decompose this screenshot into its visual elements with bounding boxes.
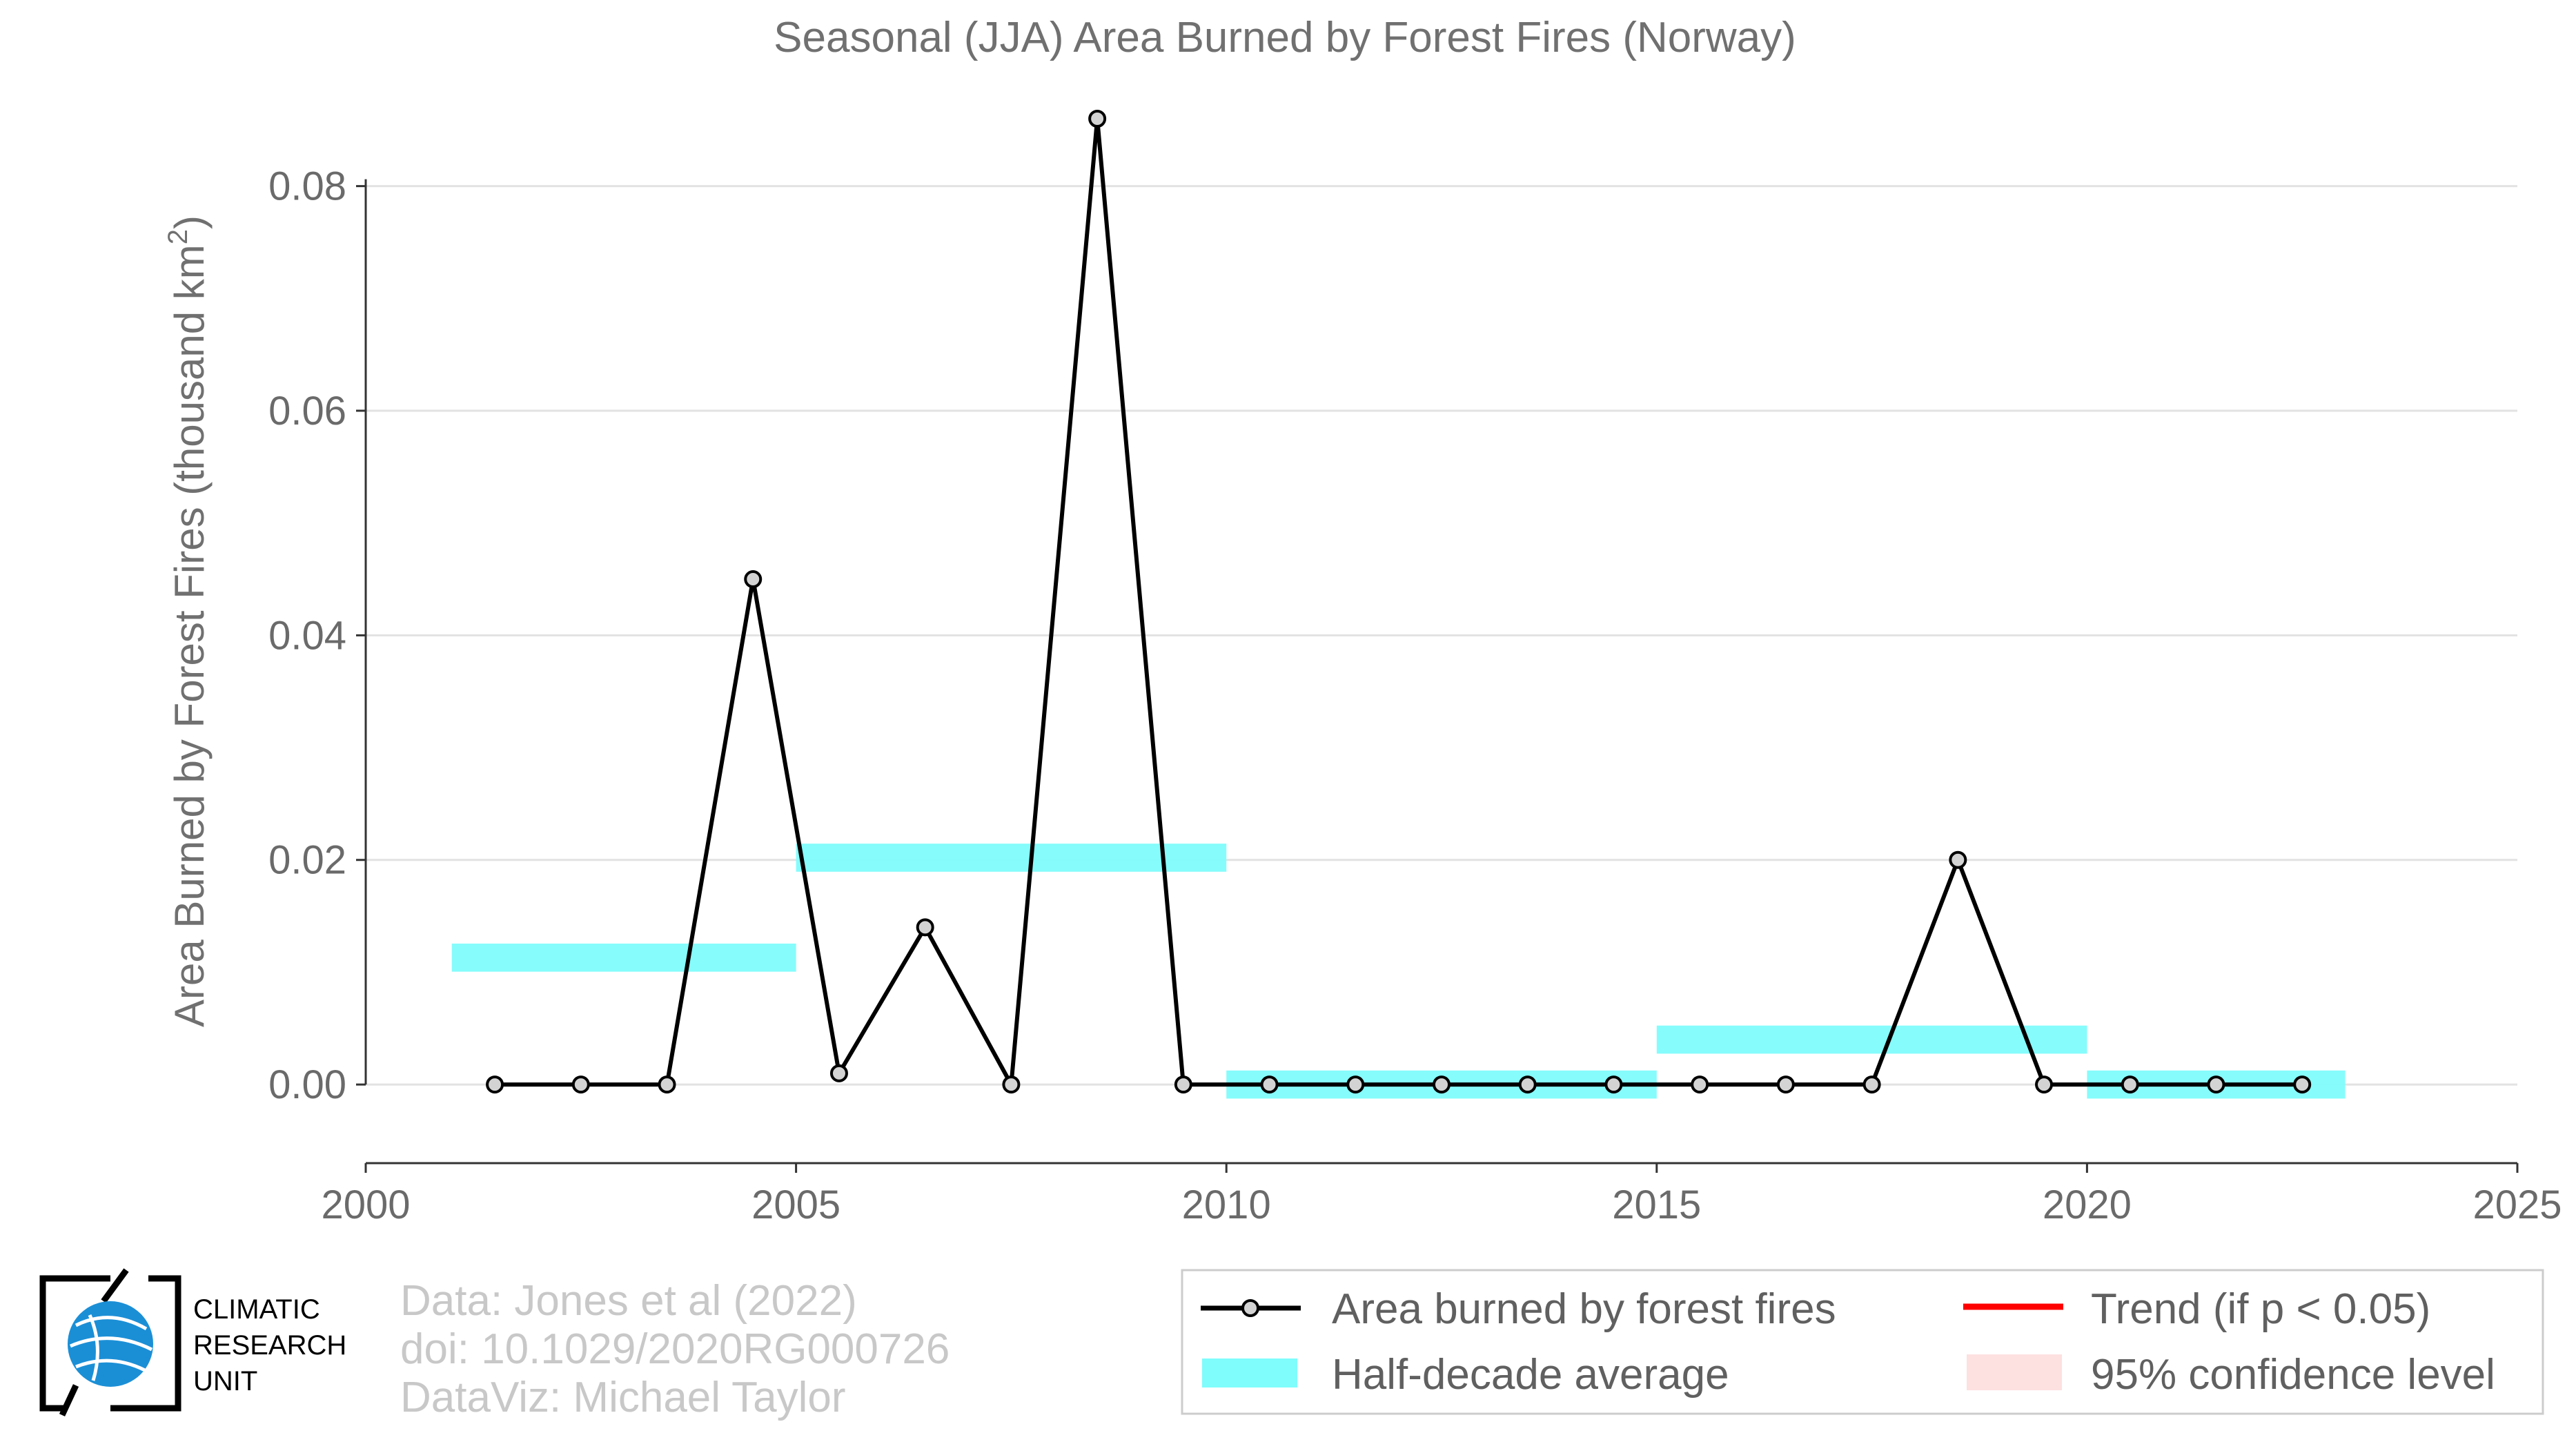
logo-text-research: RESEARCH (193, 1330, 346, 1361)
data-point (571, 1075, 590, 1094)
data-point (829, 1064, 848, 1082)
data-point (1691, 1075, 1709, 1094)
legend-label-trend: Trend (if p < 0.05) (2091, 1285, 2430, 1333)
x-tick-label: 2015 (1612, 1182, 1701, 1227)
data-point (1862, 1075, 1881, 1094)
y-tick-label: 0.06 (268, 389, 346, 434)
x-axis: 2000 2005 2010 2015 2020 2025 (321, 1162, 2562, 1227)
y-axis-label-main: Area Burned by Forest Fires (thousand km (166, 244, 213, 1027)
credit-data-source: Data: Jones et al (2022) (400, 1277, 857, 1325)
half-decade-average-bar (451, 943, 796, 972)
y-tick-label: 0.02 (268, 838, 346, 883)
x-tick-label: 2010 (1182, 1182, 1271, 1227)
legend-label-area-burned: Area burned by forest fires (1332, 1285, 1836, 1333)
half-decade-average-bar (796, 844, 1227, 872)
credit-dataviz: DataViz: Michael Taylor (400, 1374, 846, 1421)
data-point (744, 570, 763, 589)
y-axis: 0.00 0.02 0.04 0.06 0.08 (268, 164, 367, 1107)
logo-slash (59, 1268, 129, 1416)
data-point (2207, 1075, 2225, 1094)
logo-frame (39, 1275, 181, 1412)
x-tick-label: 2020 (2043, 1182, 2132, 1227)
x-tick-label: 2000 (321, 1182, 410, 1227)
legend-half-decade-icon (1202, 1359, 1297, 1387)
credit-doi: doi: 10.1029/2020RG000726 (400, 1325, 950, 1373)
data-point (658, 1075, 676, 1094)
y-axis-label-superscript: 2 (163, 229, 193, 244)
y-tick-label: 0.04 (268, 613, 346, 658)
cru-logo: CLIMATIC RESEARCH UNIT (39, 1268, 346, 1416)
x-tick-label: 2025 (2472, 1182, 2562, 1227)
data-point (1518, 1075, 1537, 1094)
legend-label-confidence: 95% confidence level (2091, 1351, 2495, 1399)
legend: Area burned by forest fires Trend (if p … (1181, 1269, 2544, 1415)
data-point (1604, 1075, 1623, 1094)
legend-confidence-icon (1967, 1354, 2062, 1390)
area-burned-line (495, 118, 2303, 1092)
data-point (1260, 1075, 1279, 1094)
logo-text-climatic: CLIMATIC (193, 1294, 320, 1325)
globe-swirl (70, 1314, 153, 1381)
data-point (2035, 1075, 2054, 1094)
y-axis-label: Area Burned by Forest Fires (thousand km… (163, 215, 213, 1027)
data-point (1433, 1075, 1451, 1094)
logo-text-unit: UNIT (193, 1366, 257, 1396)
data-point (916, 918, 934, 937)
data-point (1174, 1075, 1192, 1094)
data-point (1346, 1075, 1365, 1094)
data-point (1776, 1075, 1795, 1094)
y-tick-label: 0.00 (268, 1062, 346, 1107)
x-tick-label: 2005 (751, 1182, 840, 1227)
data-point (486, 1075, 504, 1094)
legend-box (1181, 1269, 2544, 1415)
data-point (2293, 1075, 2312, 1094)
legend-marker-icon (1241, 1299, 1259, 1317)
data-point (1949, 850, 1967, 869)
area-burned-series (486, 110, 2312, 1094)
data-point (1002, 1075, 1021, 1094)
data-point (1088, 110, 1107, 128)
legend-label-half-decade: Half-decade average (1332, 1351, 1729, 1399)
chart-title: Seasonal (JJA) Area Burned by Forest Fir… (774, 14, 1796, 61)
half-decade-average-bar (1656, 1025, 2087, 1054)
half-decade-average-bars (451, 844, 2346, 1099)
data-point (2121, 1075, 2139, 1094)
y-axis-label-close: ) (166, 215, 213, 229)
y-tick-label: 0.08 (268, 164, 346, 209)
